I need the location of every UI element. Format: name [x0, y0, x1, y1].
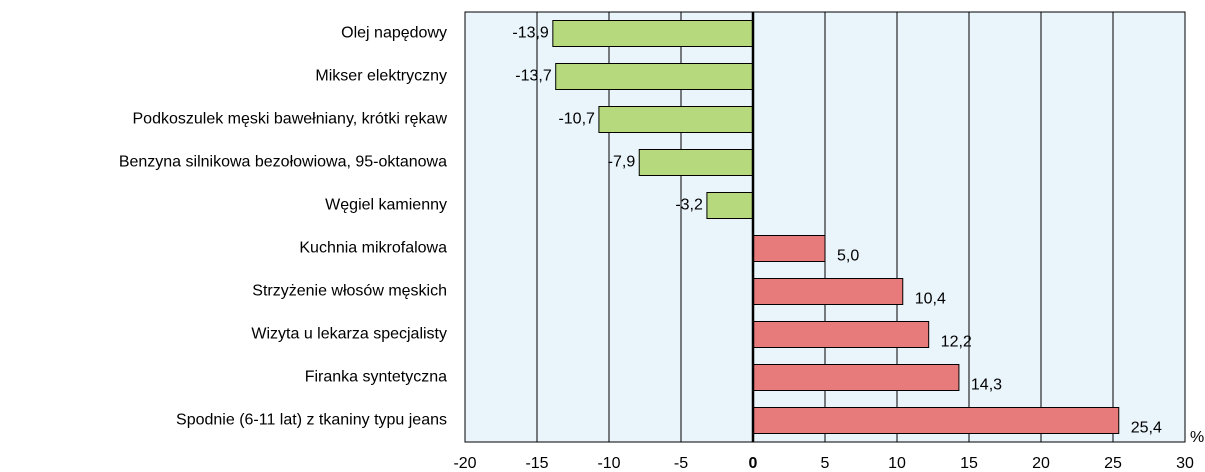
- bar: [752, 278, 904, 305]
- y-tick-label: Węgiel kamienny: [325, 197, 447, 214]
- bar: [752, 407, 1120, 434]
- y-tick-label: Firanka syntetyczna: [305, 369, 447, 386]
- value-label: 5,0: [837, 248, 859, 265]
- value-label: 14,3: [971, 377, 1002, 394]
- y-tick-label: Wizyta u lekarza specjalisty: [251, 326, 447, 343]
- value-label: 12,2: [941, 334, 972, 351]
- x-tick-label: 25: [1104, 455, 1122, 472]
- x-axis-label: %: [1190, 429, 1204, 446]
- bar: [706, 192, 754, 219]
- x-tick-label: 15: [960, 455, 978, 472]
- value-label: -10,7: [558, 111, 595, 128]
- x-tick-label: 30: [1176, 455, 1194, 472]
- value-label: -13,7: [515, 68, 552, 85]
- x-tick-label: -5: [674, 455, 688, 472]
- bar: [598, 106, 754, 133]
- y-tick-label: Spodnie (6-11 lat) z tkaniny typu jeans: [176, 412, 447, 429]
- y-tick-label: Strzyżenie włosów męskich: [252, 283, 447, 300]
- x-tick-label: -10: [597, 455, 620, 472]
- y-tick-label: Mikser elektryczny: [315, 68, 447, 85]
- x-tick-label: 0: [749, 455, 758, 472]
- value-label: -13,9: [512, 25, 549, 42]
- x-tick-label: 5: [821, 455, 830, 472]
- y-tick-label: Benzyna silnikowa bezołowiowa, 95-oktano…: [119, 154, 447, 171]
- value-label: 25,4: [1131, 420, 1162, 437]
- bar: [752, 321, 930, 348]
- value-label: -7,9: [608, 154, 636, 171]
- y-tick-label: Podkoszulek męski bawełniany, krótki ręk…: [133, 111, 448, 128]
- bar: [552, 20, 754, 47]
- y-tick-label: Olej napędowy: [341, 25, 447, 42]
- bar: [752, 235, 826, 262]
- value-label: -3,2: [675, 197, 703, 214]
- bar: [752, 364, 960, 391]
- x-tick-label: 10: [888, 455, 906, 472]
- y-tick-label: Kuchnia mikrofalowa: [299, 240, 447, 257]
- bar: [638, 149, 754, 176]
- x-tick-label: -20: [453, 455, 476, 472]
- x-tick-label: -15: [525, 455, 548, 472]
- x-tick-label: 20: [1032, 455, 1050, 472]
- bar: [555, 63, 754, 90]
- value-label: 10,4: [915, 291, 946, 308]
